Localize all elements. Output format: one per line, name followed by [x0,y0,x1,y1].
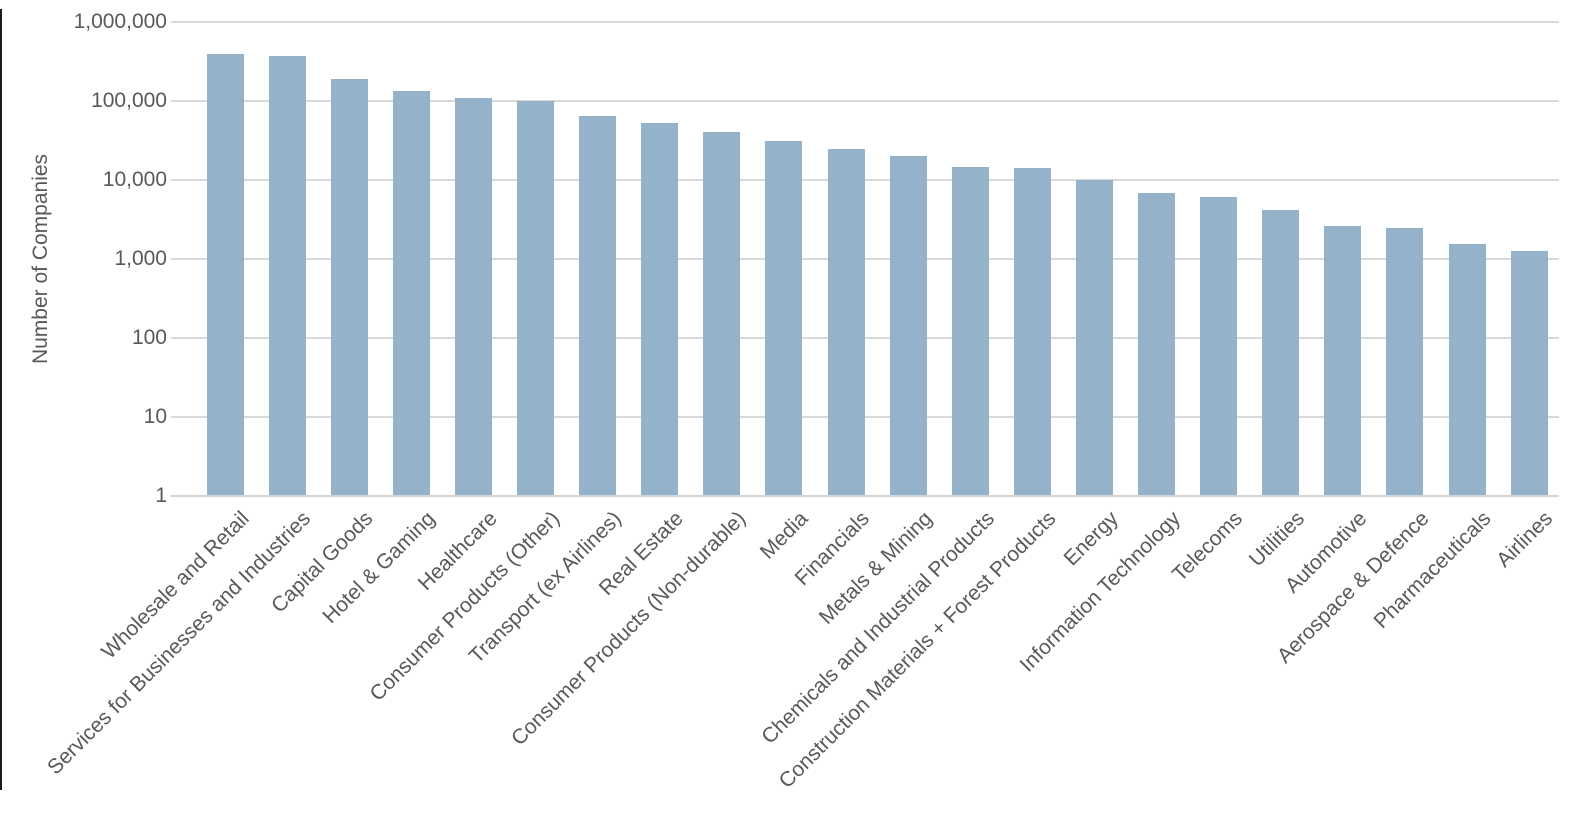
gridline [171,416,1559,418]
bar [1014,168,1051,495]
bar [765,141,802,495]
bar [1386,228,1423,495]
x-axis-line [171,495,1559,497]
bar [1449,244,1486,495]
bar [331,79,368,495]
bar [828,149,865,495]
x-tick-label: Airlines [1492,507,1558,572]
bar [641,123,678,495]
x-tick-label: Pharmaceuticals [1369,507,1496,634]
bar [952,167,989,495]
bar [703,132,740,495]
x-tick-label: Services for Businesses and Industries [43,507,316,780]
y-axis-title: Number of Companies [29,153,52,365]
y-tick-label: 10 [143,405,167,428]
x-tick-label: Hotel & Gaming [318,507,440,629]
gridline [171,21,1559,23]
bar [393,91,430,495]
y-tick-label: 100,000 [91,89,167,112]
bar [1076,180,1113,495]
y-tick-label: 1,000 [114,247,167,270]
y-tick-label: 100 [131,326,167,349]
bar [1324,226,1361,495]
screenshot-left-border [0,9,2,790]
x-tick-label: Media [755,507,813,564]
y-tick-label: 1,000,000 [73,10,167,33]
bar [1262,210,1299,495]
bar [269,56,306,495]
gridline [171,100,1559,102]
gridline [171,258,1559,260]
x-tick-label: Metals & Mining [814,507,937,629]
bar [1200,197,1237,495]
bar [455,98,492,495]
bar [517,101,554,495]
bar [1138,193,1175,495]
bar [579,116,616,495]
y-tick-label: 1 [155,484,167,507]
gridline [171,337,1559,339]
bar [890,156,927,495]
x-tick-label: Chemicals and Industrial Products [756,507,999,749]
y-tick-label: 10,000 [102,168,167,191]
bar [207,54,244,495]
bar [1511,251,1548,495]
gridline [171,179,1559,181]
